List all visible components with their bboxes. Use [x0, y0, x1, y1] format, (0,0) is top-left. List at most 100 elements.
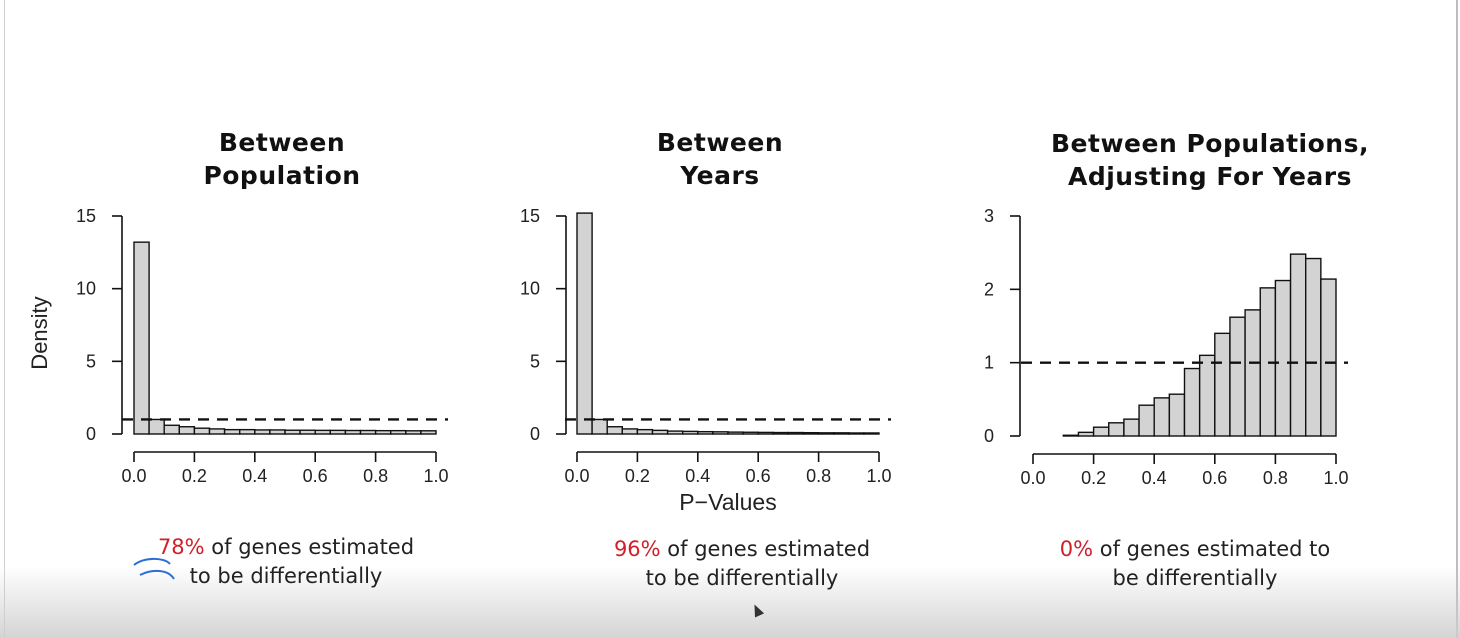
panel-1-title-line2: Population — [203, 161, 361, 190]
chart2-bar-8 — [697, 430, 714, 435]
chart3-bar-16 — [1274, 279, 1292, 437]
chart3-bar-14 — [1244, 309, 1261, 437]
chart3-bar-19 — [1320, 278, 1337, 437]
chart1-y-tick-label-1: 5 — [86, 351, 96, 371]
chart2-x-tick-label-2: 0.4 — [685, 466, 710, 486]
chart2-y-tick-label-0: 0 — [530, 424, 540, 444]
chart2-y-tick-label-1: 5 — [530, 351, 540, 371]
panel-3-caption-percent: 0% — [1059, 537, 1094, 561]
frame-right-edge — [1456, 0, 1458, 638]
chart2-bar-18 — [848, 432, 865, 435]
chart1-bar-19 — [420, 430, 437, 435]
chart2-bar-12 — [757, 431, 775, 435]
chart1-bar-6 — [223, 428, 241, 435]
chart3-bar-4 — [1092, 426, 1110, 437]
chart3-y-tick-label-2: 2 — [984, 279, 994, 299]
chart2-bar-6 — [666, 430, 684, 435]
chart3-bar-18 — [1304, 257, 1322, 437]
chart1-bar-16 — [374, 429, 392, 435]
chart3-bar-10 — [1183, 367, 1201, 437]
chart3-y-tick-label-1: 1 — [984, 353, 994, 373]
panel-1-caption-percent: 78% — [157, 535, 205, 559]
chart1-bar-13 — [329, 429, 347, 435]
chart1-bar-15 — [359, 429, 377, 435]
panel-2-caption-percent: 96% — [613, 537, 661, 561]
chart1-bar-14 — [344, 429, 362, 435]
bottom-shade — [0, 566, 1460, 638]
chart1-bar-17 — [390, 429, 407, 435]
panel-2-title-line2: Years — [680, 161, 760, 190]
chart2-bar-16 — [817, 432, 835, 435]
chart2-bar-2 — [606, 426, 624, 435]
chart2-y-tick-label-3: 15 — [520, 206, 540, 226]
chart2-x-tick-label-3: 0.6 — [746, 466, 771, 486]
chart1-x-tick-label-1: 0.2 — [182, 466, 207, 486]
chart1-bar-4 — [193, 427, 211, 435]
chart2-bar-14 — [787, 431, 805, 435]
chart2-bar-13 — [772, 431, 790, 435]
chart1-bar-18 — [405, 430, 422, 435]
pen-annotation-stroke — [133, 557, 175, 580]
chart1-bar-1 — [148, 418, 165, 435]
chart3-bar-6 — [1123, 418, 1140, 437]
chart2-bar-17 — [833, 432, 850, 435]
chart2-x-tick-label-5: 1.0 — [866, 466, 891, 486]
chart3-bar-3 — [1077, 431, 1095, 437]
panel-2-caption-text: of genes estimated — [660, 537, 871, 561]
chart3-bar-8 — [1153, 397, 1171, 437]
panel-3-caption-line2: be differentially — [1112, 566, 1278, 590]
chart2-x-tick-label-0: 0.0 — [564, 466, 589, 486]
chart1-bar-8 — [254, 429, 271, 435]
chart2-bar-15 — [802, 431, 820, 435]
chart1-bar-11 — [299, 429, 316, 435]
chart3-bar-17 — [1289, 253, 1307, 437]
panel-2-title: Between Years — [570, 126, 870, 192]
chart1-x-tick-label-2: 0.4 — [242, 466, 267, 486]
chart1-y-tick-label-0: 0 — [86, 424, 96, 444]
panel-2-caption: 96% of genes estimated to be differentia… — [572, 535, 912, 593]
chart2-bar-5 — [651, 429, 669, 435]
chart1-x-tick-label-5: 1.0 — [423, 466, 448, 486]
chart1-bar-3 — [178, 426, 196, 435]
frame-left-edge — [4, 0, 5, 638]
chart3-x-tick-label-3: 0.6 — [1202, 468, 1227, 488]
chart3-x-tick-label-0: 0.0 — [1020, 468, 1045, 488]
chart3-bar-11 — [1198, 354, 1216, 437]
panel-3-title-line2: Adjusting For Years — [1067, 162, 1353, 191]
panel-1-caption-line2: to be differentially — [189, 564, 383, 588]
chart2-bar-9 — [712, 431, 729, 435]
chart1-x-tick-label-3: 0.6 — [303, 466, 328, 486]
chart3-bar-12 — [1214, 332, 1231, 437]
panel-3-caption-line1: 0% of genes estimated to — [1020, 535, 1370, 564]
chart1-bar-9 — [269, 429, 286, 435]
chart3-x-tick-label-4: 0.8 — [1263, 468, 1288, 488]
chart3-x-tick-label-5: 1.0 — [1323, 468, 1348, 488]
chart3-bar-13 — [1229, 316, 1246, 437]
chart2-bar-4 — [636, 428, 654, 435]
chart1-bar-5 — [208, 428, 226, 435]
chart1-x-tick-label-0: 0.0 — [121, 466, 146, 486]
chart2-bar-3 — [621, 428, 639, 435]
panel-2-caption-line2: to be differentially — [645, 566, 839, 590]
panel-1-title-line1: Between — [218, 128, 346, 157]
chart2-bar-19 — [863, 432, 880, 435]
panel-3-caption-text: of genes estimated to — [1093, 537, 1331, 561]
chart3-x-tick-label-2: 0.4 — [1142, 468, 1167, 488]
chart2-bar-0 — [576, 212, 593, 435]
chart2-x-tick-label-1: 0.2 — [625, 466, 650, 486]
panel-1-caption: 78% of genes estimated to be differentia… — [116, 533, 456, 591]
panel-2-caption-line1: 96% of genes estimated — [572, 535, 912, 564]
chart3-y-tick-label-0: 0 — [984, 426, 994, 446]
panel-2-title-line1: Between — [656, 128, 784, 157]
chart1-y-tick-label-2: 10 — [76, 279, 96, 299]
chart3-bar-2 — [1062, 434, 1080, 437]
chart3-bar-5 — [1108, 422, 1125, 437]
chart3-bar-7 — [1138, 404, 1155, 437]
chart2-bar-10 — [727, 431, 744, 435]
chart3-bar-9 — [1168, 393, 1186, 437]
chart2-bar-1 — [591, 418, 608, 435]
chart1-y-axis-label: Density — [27, 296, 52, 369]
panel-3-title: Between Populations, Adjusting For Years — [990, 127, 1430, 193]
chart2-y-tick-label-2: 10 — [520, 279, 540, 299]
